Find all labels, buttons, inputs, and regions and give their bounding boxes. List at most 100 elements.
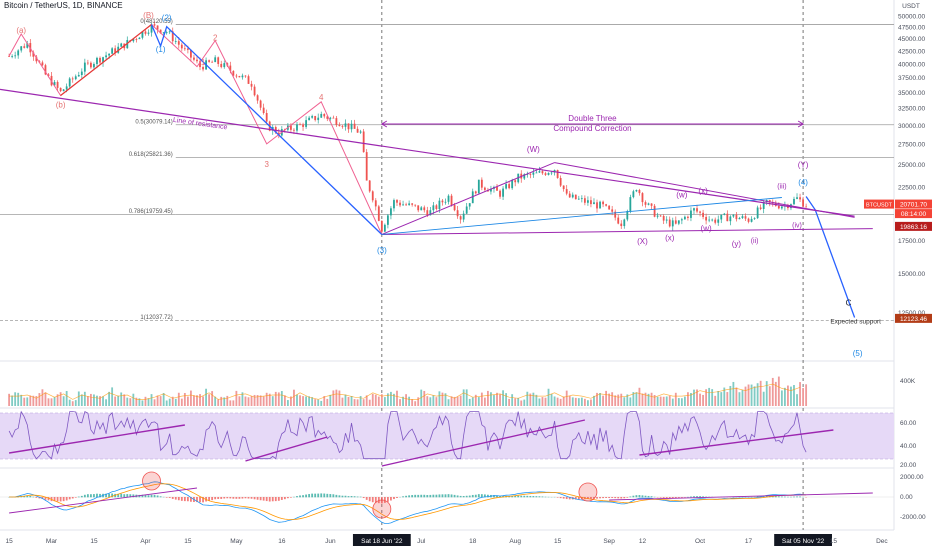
candle-body (505, 184, 508, 189)
volume-bar (587, 400, 589, 406)
volume-bar (659, 396, 662, 406)
volume-bar (223, 397, 226, 406)
volume-bar (529, 393, 532, 406)
macd-histogram-bar (417, 494, 420, 498)
macd-histogram-bar (368, 497, 371, 502)
volume-bar (647, 393, 650, 406)
macd-histogram-bar (544, 496, 547, 498)
macd-histogram-bar (386, 497, 389, 502)
candle-body (683, 216, 686, 220)
volume-bar (90, 393, 92, 406)
candle-body (696, 208, 698, 212)
volume-bar (211, 391, 214, 406)
macd-panel (0, 471, 894, 524)
volume-bar (320, 400, 323, 406)
volume-bar (750, 384, 753, 406)
price-tick-label: 47500.00 (898, 25, 925, 32)
volume-bar (517, 397, 520, 406)
candle-body (56, 81, 59, 88)
wave-label: 3 (264, 160, 269, 169)
macd-histogram-bar (626, 497, 629, 498)
macd-histogram-bar (326, 493, 329, 498)
volume-bar (144, 396, 147, 406)
volume-bar (20, 394, 23, 406)
volume-bar (274, 391, 277, 406)
macd-histogram-bar (247, 497, 250, 499)
candle-body (132, 39, 135, 42)
volume-bar (447, 399, 450, 406)
macd-histogram-bar (299, 495, 301, 498)
wave-label: (Y) (798, 161, 809, 170)
macd-histogram-bar (602, 497, 604, 499)
macd-histogram-bar (647, 495, 650, 498)
candle-body (735, 214, 738, 220)
volume-bar (314, 399, 317, 406)
price-tag-value-box (895, 199, 932, 209)
volume-bar (462, 389, 465, 406)
volume-bar (362, 399, 365, 406)
macd-histogram-bar (250, 497, 253, 499)
volume-bar (596, 392, 598, 406)
rsi-trendline (639, 429, 834, 456)
macd-histogram-bar (611, 497, 614, 498)
time-marker-box (774, 534, 832, 546)
price-tick-label: 50000.00 (898, 14, 925, 21)
volume-bar (496, 392, 498, 406)
macd-histogram-bar (608, 497, 611, 498)
macd-histogram-bar (441, 494, 444, 498)
candle-body (462, 213, 465, 220)
price-tick-label: 40000.00 (898, 61, 925, 68)
candle-body (702, 212, 704, 217)
candle-body (690, 210, 692, 218)
candle-body (323, 113, 326, 117)
macd-histogram-bar (147, 495, 150, 498)
macd-histogram-bar (323, 493, 326, 498)
macd-histogram-bar (690, 496, 692, 498)
currency-label: USDT (902, 3, 920, 10)
candle-body (62, 89, 65, 92)
volume-bar (96, 395, 98, 406)
candle-body (180, 44, 183, 49)
candle-body (68, 78, 71, 87)
candle-body (483, 187, 486, 190)
macd-histogram-bar (444, 494, 447, 498)
candle-body (583, 198, 586, 203)
macd-histogram-bar (156, 495, 159, 498)
macd-histogram-bar (83, 494, 86, 498)
candle-body (147, 32, 150, 34)
volume-bar (511, 394, 514, 406)
candle-body (338, 124, 341, 127)
time-tick-label: Dec (876, 538, 888, 545)
volume-bar (290, 396, 292, 406)
rsi-axis-label: 60.00 (900, 420, 917, 427)
candle-body (47, 74, 50, 76)
macd-histogram-bar (559, 497, 562, 499)
macd-histogram-bar (435, 494, 438, 498)
candle-body (550, 172, 553, 174)
macd-histogram-bar (674, 497, 677, 499)
candle-body (314, 116, 317, 121)
candle-body (729, 216, 732, 222)
volume-bar (614, 395, 617, 406)
macd-histogram-bar (465, 495, 468, 498)
volume-bar (341, 397, 344, 406)
volume-bar (129, 398, 132, 406)
volume-bar (244, 396, 247, 406)
candle-body (653, 205, 656, 217)
time-tick-label: Sep (603, 538, 615, 545)
volume-bar (662, 396, 665, 406)
macd-histogram-bar (174, 497, 177, 500)
macd-histogram-bar (780, 496, 783, 498)
macd-histogram-bar (217, 497, 220, 500)
volume-bar (156, 395, 159, 406)
volume-bar (41, 389, 44, 406)
candle-body (250, 83, 253, 87)
macd-histogram-bar (514, 495, 517, 498)
macd-histogram-bar (677, 497, 680, 498)
candle-body (93, 64, 95, 68)
volume-bar (120, 392, 123, 406)
volume-bar (71, 401, 74, 406)
volume-bar (796, 394, 798, 406)
candle-body (571, 194, 574, 198)
